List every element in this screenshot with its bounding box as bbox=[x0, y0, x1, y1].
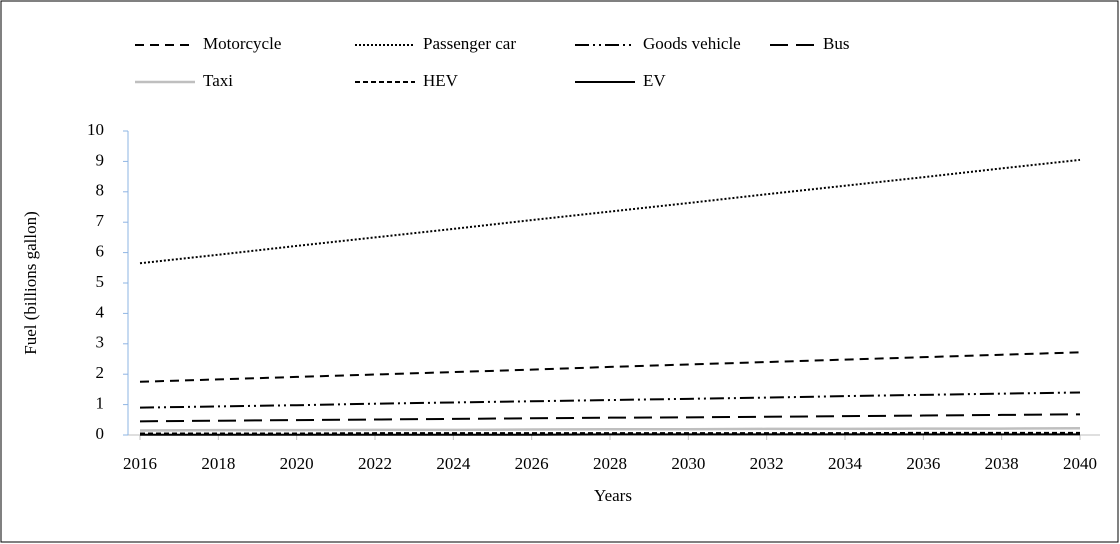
y-tick-label: 4 bbox=[96, 302, 105, 321]
x-tick-label: 2038 bbox=[985, 454, 1019, 473]
y-tick-label: 1 bbox=[96, 394, 105, 413]
y-tick-label: 3 bbox=[96, 333, 105, 352]
x-tick-label: 2034 bbox=[828, 454, 863, 473]
y-tick-label: 7 bbox=[96, 211, 105, 230]
y-tick-label: 0 bbox=[96, 424, 105, 443]
x-tick-label: 2018 bbox=[201, 454, 235, 473]
x-tick-label: 2022 bbox=[358, 454, 392, 473]
y-tick-label: 5 bbox=[96, 272, 105, 291]
series-line bbox=[139, 413, 1081, 423]
series-line bbox=[139, 427, 1081, 432]
legend-label: Passenger car bbox=[423, 34, 516, 53]
x-tick-label: 2024 bbox=[436, 454, 471, 473]
x-tick-label: 2032 bbox=[750, 454, 784, 473]
legend-label: HEV bbox=[423, 71, 459, 90]
series-line bbox=[139, 158, 1081, 265]
x-tick-label: 2020 bbox=[280, 454, 314, 473]
legend-label: Taxi bbox=[203, 71, 233, 90]
legend-label: Goods vehicle bbox=[643, 34, 741, 53]
y-tick-label: 8 bbox=[96, 181, 105, 200]
x-tick-label: 2030 bbox=[671, 454, 705, 473]
x-tick-label: 2028 bbox=[593, 454, 627, 473]
legend-label: Motorcycle bbox=[203, 34, 281, 53]
x-tick-label: 2016 bbox=[123, 454, 157, 473]
x-tick-label: 2026 bbox=[515, 454, 549, 473]
x-axis-title: Years bbox=[594, 486, 632, 505]
y-tick-label: 9 bbox=[96, 150, 105, 169]
y-axis-title: Fuel (billions gallon) bbox=[21, 211, 40, 355]
x-tick-label: 2036 bbox=[906, 454, 940, 473]
y-tick-label: 6 bbox=[96, 242, 105, 261]
legend-label: Bus bbox=[823, 34, 849, 53]
series-line bbox=[139, 391, 1081, 409]
legend-label: EV bbox=[643, 71, 666, 90]
series-line bbox=[140, 431, 1080, 435]
x-tick-label: 2040 bbox=[1063, 454, 1097, 473]
y-tick-label: 2 bbox=[96, 363, 105, 382]
y-tick-label: 10 bbox=[87, 120, 104, 139]
series-line bbox=[139, 351, 1081, 383]
